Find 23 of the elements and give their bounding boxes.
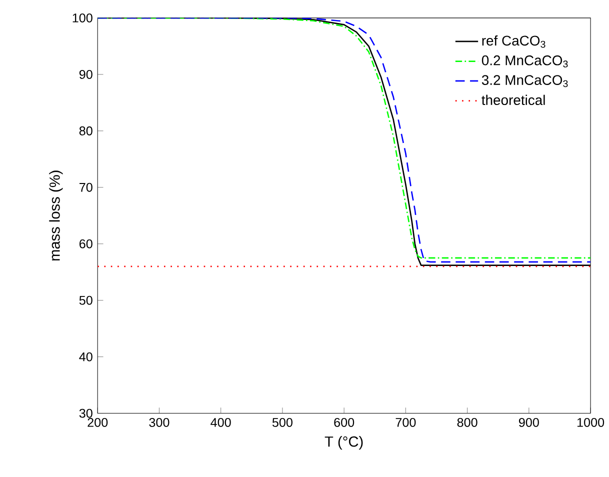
legend-label: theoretical	[482, 94, 545, 106]
x-tick-label: 300	[149, 418, 170, 427]
legend-label: ref CaCO$_{3}$	[482, 35, 546, 48]
y-tick-label: 40	[79, 352, 92, 362]
x-axis-title: T (°C)	[324, 436, 363, 450]
y-tick-label: 50	[79, 296, 92, 305]
x-tick-label: 600	[334, 418, 354, 427]
x-tick-label: 800	[457, 418, 478, 427]
y-tick-label: 80	[79, 126, 92, 136]
x-tick-label: 900	[518, 418, 539, 427]
x-tick-label: 1000	[577, 418, 604, 427]
y-axis-title: mass loss (%)	[49, 170, 63, 260]
y-tick-label: 60	[80, 239, 92, 248]
y-tick-label: 90	[79, 70, 92, 79]
x-tick-label: 700	[396, 418, 416, 427]
y-tick-label: 30	[79, 408, 92, 418]
x-tick-label: 500	[272, 418, 292, 427]
legend-label: 3.2 MnCaCO$_{3}$	[482, 75, 568, 88]
y-tick-label: 70	[80, 182, 92, 192]
legend-label: 0.2 MnCaCO$_{3}$	[482, 55, 568, 68]
y-tick-label: 100	[72, 13, 92, 22]
x-tick-label: 200	[88, 418, 108, 427]
x-tick-label: 400	[210, 418, 231, 427]
